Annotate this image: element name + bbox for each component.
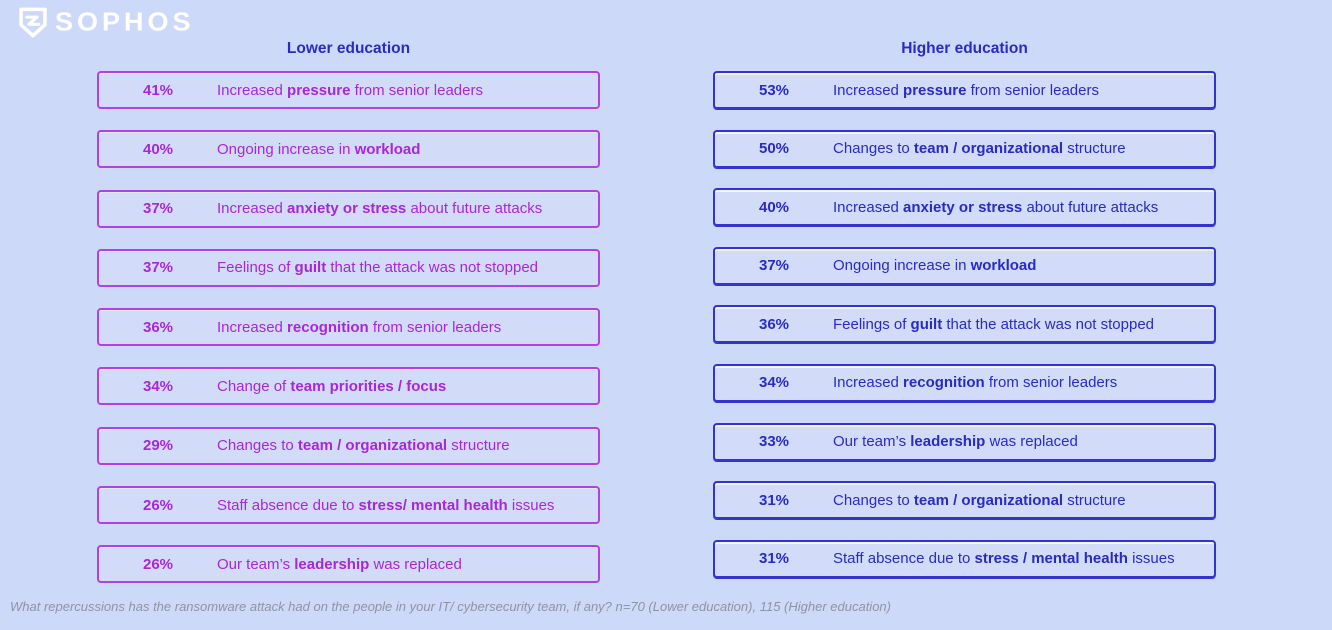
stat-percent: 50%	[758, 140, 790, 158]
stat-description: Increased pressure from senior leaders	[217, 81, 483, 99]
stat-percent: 26%	[142, 496, 174, 514]
stat-description: Increased pressure from senior leaders	[833, 81, 1099, 99]
stat-description: Staff absence due to stress/ mental heal…	[217, 496, 555, 514]
stat-row: 26% Our team’s leadership was replaced	[97, 545, 600, 584]
sophos-shield-icon	[19, 7, 47, 38]
stat-row: 36% Feelings of guilt that the attack was…	[713, 305, 1216, 344]
column-higher-education: Higher education 53% Increased pressure f…	[713, 40, 1216, 578]
stat-row: 53% Increased pressure from senior leader…	[713, 71, 1216, 109]
column-lower-education: Lower education 41% Increased pressure fr…	[97, 40, 600, 584]
stat-row: 33% Our team’s leadership was replaced	[713, 422, 1216, 461]
stat-percent: 34%	[142, 377, 174, 395]
stat-row: 41% Increased pressure from senior leader…	[97, 71, 600, 109]
stat-row: 29% Changes to team / organizational stru…	[97, 426, 600, 465]
rows-container-higher-education: 53% Increased pressure from senior leader…	[713, 71, 1216, 578]
stat-row: 37% Increased anxiety or stress about fut…	[97, 189, 600, 228]
column-title-lower-education: Lower education	[286, 40, 411, 57]
stat-row: 26% Staff absence due to stress/ mental h…	[97, 486, 600, 525]
stat-percent: 37%	[758, 257, 790, 275]
stat-row: 37% Ongoing increase in workload	[713, 246, 1216, 285]
stat-description: Increased anxiety or stress about future…	[833, 198, 1159, 216]
stat-percent: 34%	[758, 374, 790, 392]
stat-row: 50% Changes to team / organizational stru…	[713, 129, 1216, 168]
stat-percent: 53%	[758, 81, 790, 99]
stat-percent: 36%	[758, 315, 790, 333]
stat-row: 31% Changes to team / organizational stru…	[713, 481, 1216, 520]
rows-container-lower-education: 41% Increased pressure from senior leader…	[97, 71, 600, 584]
stat-percent: 29%	[142, 437, 174, 455]
stat-description: Increased recognition from senior leader…	[217, 318, 502, 336]
stat-description: Ongoing increase in workload	[833, 257, 1037, 275]
stat-description: Increased anxiety or stress about future…	[217, 200, 543, 218]
stat-row: 34% Increased recognition from senior lea…	[713, 363, 1216, 402]
stat-description: Our team’s leadership was replaced	[833, 433, 1078, 451]
stat-percent: 31%	[758, 550, 790, 568]
stat-description: Feelings of guilt that the attack was no…	[833, 315, 1155, 333]
stat-percent: 41%	[142, 81, 174, 99]
stat-description: Ongoing increase in workload	[217, 140, 421, 158]
stat-description: Change of team priorities / focus	[217, 377, 447, 395]
stat-row: 40% Increased anxiety or stress about fut…	[713, 188, 1216, 227]
sophos-logo: SOPHOS	[18, 7, 195, 38]
stat-percent: 26%	[142, 555, 174, 573]
stat-percent: 37%	[142, 200, 174, 218]
stat-percent: 33%	[758, 433, 790, 451]
stat-row: 36% Increased recognition from senior lea…	[97, 308, 600, 347]
stat-description: Increased recognition from senior leader…	[833, 374, 1118, 392]
stat-percent: 37%	[142, 259, 174, 277]
stat-percent: 31%	[758, 491, 790, 509]
stat-description: Changes to team / organizational structu…	[833, 140, 1126, 158]
stat-description: Feelings of guilt that the attack was no…	[217, 259, 539, 277]
stat-percent: 36%	[142, 318, 174, 336]
stat-description: Staff absence due to stress / mental hea…	[833, 550, 1175, 568]
stat-row: 31% Staff absence due to stress / mental …	[713, 539, 1216, 578]
stat-description: Our team’s leadership was replaced	[217, 555, 462, 573]
stat-description: Changes to team / organizational structu…	[217, 437, 510, 455]
stat-description: Changes to team / organizational structu…	[833, 491, 1126, 509]
stat-percent: 40%	[142, 140, 174, 158]
stat-percent: 40%	[758, 198, 790, 216]
stat-row: 40% Ongoing increase in workload	[97, 130, 600, 169]
column-title-higher-education: Higher education	[901, 40, 1028, 57]
stat-row: 37% Feelings of guilt that the attack was…	[97, 248, 600, 287]
brand-wordmark: SOPHOS	[55, 7, 195, 37]
footnote: What repercussions has the ransomware at…	[10, 599, 891, 614]
stat-row: 34% Change of team priorities / focus	[97, 367, 600, 406]
